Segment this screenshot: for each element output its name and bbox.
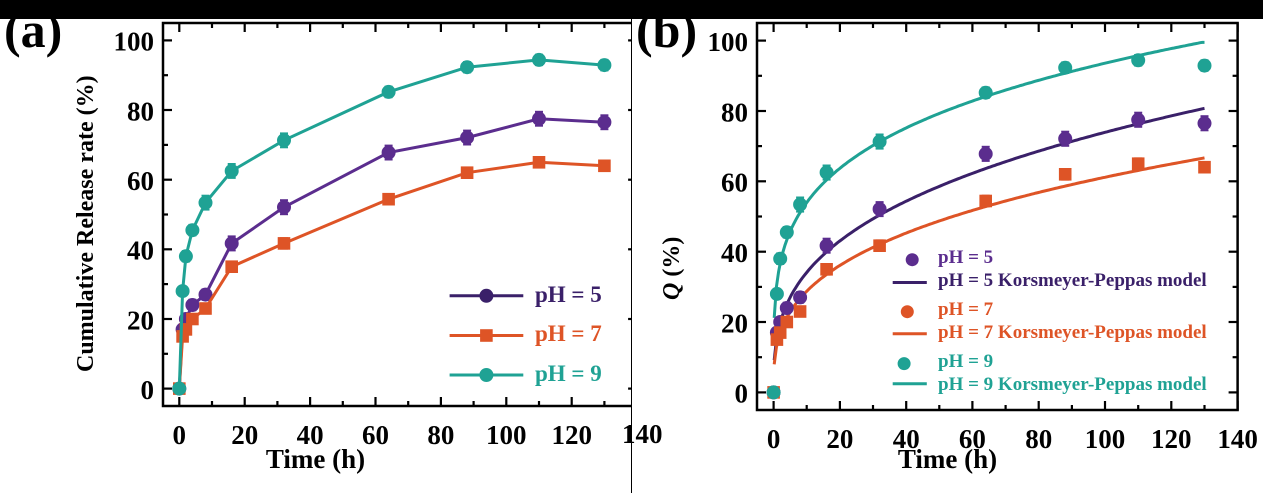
svg-text:80: 80: [127, 96, 154, 126]
svg-text:20: 20: [127, 305, 154, 335]
svg-text:60: 60: [127, 166, 154, 196]
svg-text:80: 80: [721, 97, 748, 127]
svg-text:0: 0: [735, 379, 749, 409]
svg-text:40: 40: [721, 238, 748, 268]
svg-text:60: 60: [721, 168, 748, 198]
svg-text:100: 100: [708, 27, 749, 57]
svg-text:100: 100: [114, 27, 155, 57]
svg-text:0: 0: [141, 375, 155, 405]
svg-text:20: 20: [721, 308, 748, 338]
svg-text:40: 40: [127, 236, 154, 266]
